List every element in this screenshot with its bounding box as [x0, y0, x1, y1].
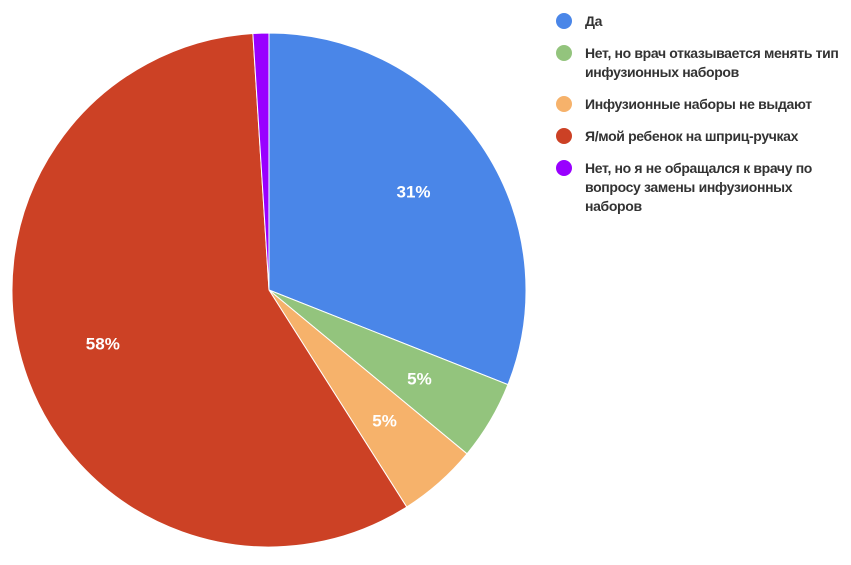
chart-legend: Да Нет, но врач отказывается менять тип …: [556, 12, 848, 229]
legend-item-syringe-pens: Я/мой ребенок на шприц-ручках: [556, 127, 848, 146]
legend-label: Нет, но врач отказывается менять тип инф…: [585, 45, 839, 80]
legend-item-did-not-ask: Нет, но я не обращался к врачу по вопрос…: [556, 159, 848, 216]
legend-label: Да: [585, 13, 603, 29]
legend-item-doctor-refuses: Нет, но врач отказывается менять тип инф…: [556, 44, 848, 82]
pie-slice-label-3: 58%: [86, 335, 120, 354]
pie-slice-label-0: 31%: [396, 182, 430, 201]
pie-slice-0: [268, 32, 527, 386]
legend-label: Нет, но я не обращался к врачу по вопрос…: [585, 160, 812, 214]
legend-item-not-issued: Инфузионные наборы не выдают: [556, 95, 848, 114]
pie-slice-label-1: 5%: [407, 370, 432, 389]
legend-label: Инфузионные наборы не выдают: [585, 96, 812, 112]
legend-label: Я/мой ребенок на шприц-ручках: [585, 128, 799, 144]
legend-swatch-green: [556, 45, 572, 61]
pie-slice-labels: 31% 5% 5% 58%: [86, 182, 432, 430]
legend-item-da: Да: [556, 12, 848, 31]
legend-swatch-red: [556, 128, 572, 144]
pie-slices: [11, 32, 527, 548]
pie-slice-label-2: 5%: [372, 412, 397, 431]
legend-swatch-blue: [556, 13, 572, 29]
pie-slice-4: [252, 32, 270, 291]
legend-swatch-purple: [556, 160, 572, 176]
legend-swatch-orange: [556, 96, 572, 112]
pie-chart-plot: 31% 5% 5% 58%: [11, 32, 527, 548]
pie-slice-3: [11, 32, 408, 548]
